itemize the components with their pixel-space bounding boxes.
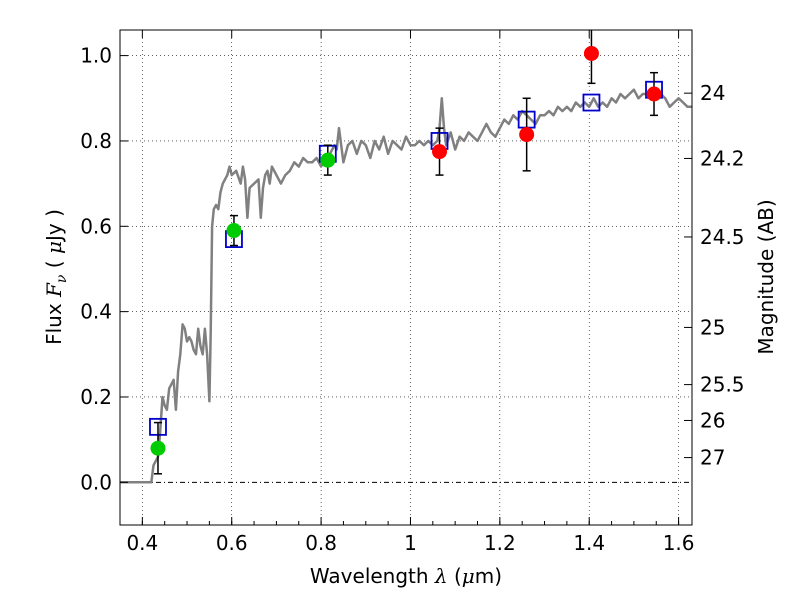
y2-tick-label: 26 — [700, 408, 725, 432]
y-tick-label: 0.2 — [80, 385, 112, 409]
y2-tick-label: 25.5 — [700, 373, 745, 397]
secondary-y-axis-label: Magnitude (AB) — [754, 199, 778, 354]
y2-tick-label: 24.2 — [700, 146, 745, 170]
sed-model-line — [120, 88, 692, 484]
axes-frame — [119, 29, 693, 526]
axis-ticks: 0.4 0.6 0.8 1 1.2 1.4 1.6 0.0 0.2 0.4 0.6 0.8 1.0 24 2… — [80, 30, 745, 555]
y-tick-label: 0.0 — [80, 470, 112, 494]
y-tick-label: 1.0 — [80, 44, 112, 68]
y-axis-flux-subscript: ν — [54, 274, 70, 283]
y-axis-label: Flux Fν ( μJy ) — [42, 209, 70, 345]
photometry-point — [646, 86, 662, 102]
y-tick-label: 0.4 — [80, 300, 112, 324]
y2-tick-label: 25 — [700, 315, 725, 339]
photometry-point — [583, 45, 599, 61]
y-axis-flux-symbol: F — [42, 282, 66, 298]
x-tick-label: 1.4 — [573, 531, 605, 555]
photometry-point — [226, 223, 242, 239]
x-axis-unit-rest: m) — [475, 564, 502, 588]
y-axis-label-text: Flux — [42, 297, 66, 345]
x-axis-label: Wavelength λ (μm) — [310, 564, 502, 588]
y2-tick-label: 24.5 — [700, 225, 745, 249]
x-tick-label: 0.8 — [305, 531, 337, 555]
x-axis-unit-mu: μ — [462, 564, 475, 588]
y-axis-unit-mu: μ — [42, 241, 66, 254]
y-axis-unit-open: ( — [42, 254, 66, 275]
x-tick-label: 1.6 — [663, 531, 695, 555]
photometry-point — [150, 440, 166, 456]
model-photometry-square — [582, 93, 601, 112]
y2-tick-label: 24 — [700, 81, 725, 105]
x-tick-label: 0.4 — [126, 531, 158, 555]
photometry-point — [432, 144, 448, 160]
x-tick-label: 1.2 — [484, 531, 516, 555]
x-tick-label: 0.6 — [216, 531, 248, 555]
photometry-point — [320, 152, 336, 168]
x-axis-lambda-symbol: λ — [434, 564, 448, 588]
x-axis-unit-open: ( — [448, 564, 462, 588]
x-tick-label: 1 — [404, 531, 417, 555]
plot-area — [120, 30, 692, 484]
y-axis-unit-rest: Jy ) — [42, 209, 66, 243]
photometry-point — [519, 127, 535, 143]
y2-tick-label: 27 — [700, 446, 725, 470]
x-axis-label-text: Wavelength — [310, 564, 435, 588]
y-tick-label: 0.8 — [80, 129, 112, 153]
y-tick-label: 0.6 — [80, 214, 112, 238]
